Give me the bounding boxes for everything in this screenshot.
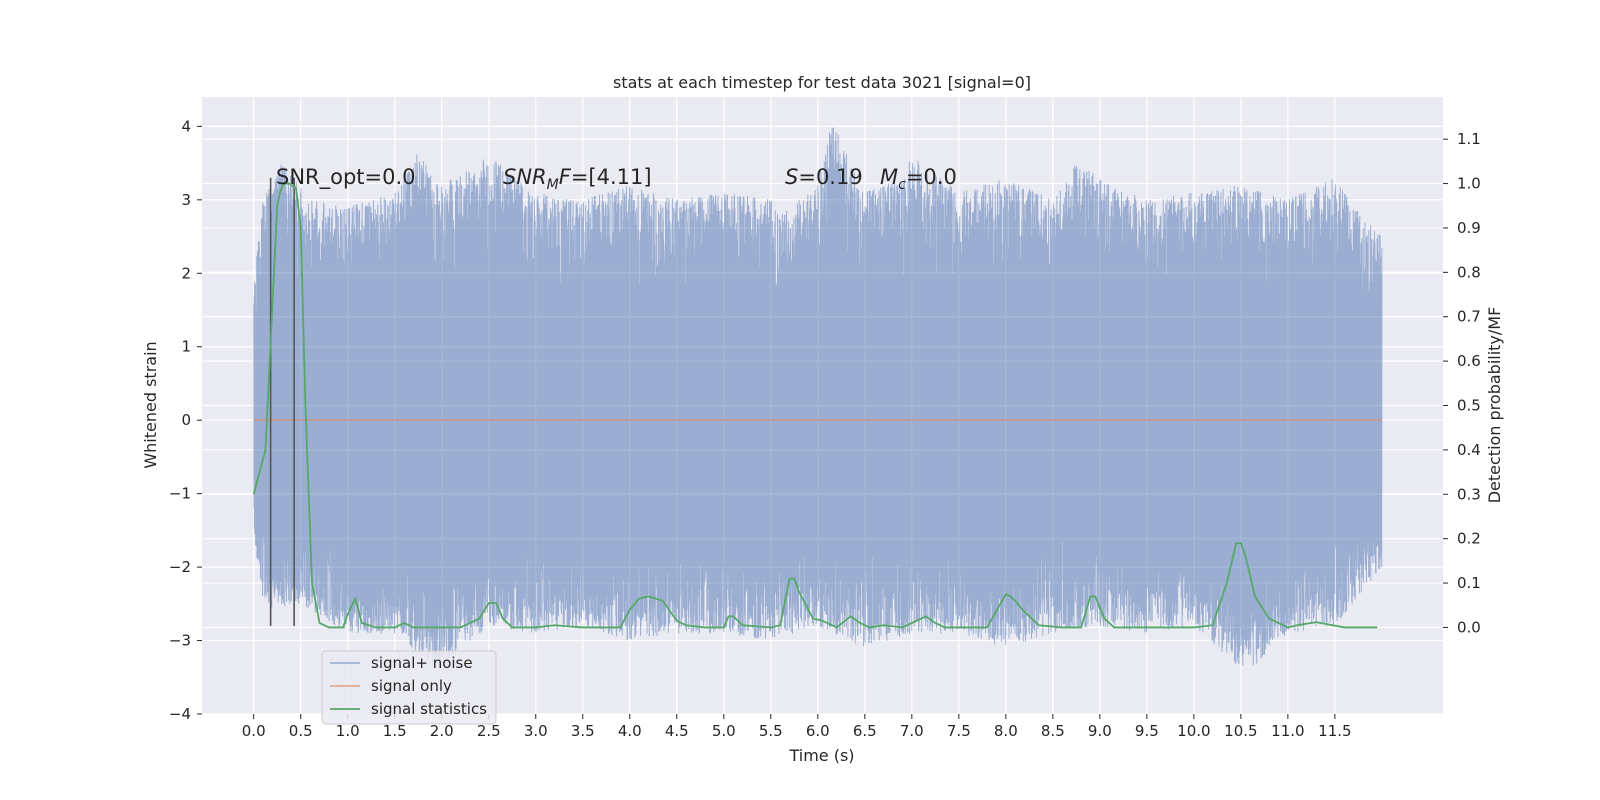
y-tick-label: 0 <box>181 411 191 429</box>
x-tick-label: 11.0 <box>1271 722 1304 740</box>
x-tick-label: 10.5 <box>1224 722 1257 740</box>
y2-tick-label: 0.2 <box>1457 530 1481 548</box>
x-tick-label: 9.5 <box>1135 722 1159 740</box>
mc-symbol: M <box>880 165 898 189</box>
snr-mf-symbol: SNR <box>503 165 547 189</box>
y-tick-label: −4 <box>169 705 191 723</box>
axes: 0.0 0.5 1.0 1.5 2.0 2.5 3.0 3.5 4.0 4.5 5.0 5.5 6.0 6… <box>169 117 1481 740</box>
mc-subscript: c <box>898 177 906 193</box>
y-tick-label: 1 <box>181 338 191 356</box>
y2-tick-label: 0.3 <box>1457 485 1481 503</box>
y-tick-label: 2 <box>181 264 191 282</box>
y-tick-label: −2 <box>169 558 191 576</box>
y2-tick-label: 0.0 <box>1457 618 1481 636</box>
x-tick-label: 7.5 <box>947 722 971 740</box>
x-tick-label: 4.0 <box>618 722 642 740</box>
y2-axis-label: Detection probability/MF <box>1485 307 1504 504</box>
y-tick-label: −1 <box>169 485 191 503</box>
noise-series-line <box>253 127 1383 668</box>
y2-tick-label: 0.4 <box>1457 441 1481 459</box>
legend-label-signal: signal only <box>371 677 452 695</box>
x-tick-label: 4.5 <box>665 722 689 740</box>
y-tick-label: 3 <box>181 191 191 209</box>
x-tick-label: 3.0 <box>524 722 548 740</box>
x-tick-label: 10.0 <box>1177 722 1210 740</box>
y2-tick-label: 1.1 <box>1457 130 1481 148</box>
s-annotation: S=0.19 <box>785 165 863 189</box>
x-tick-label: 1.5 <box>383 722 407 740</box>
x-tick-label: 8.5 <box>1041 722 1065 740</box>
x-tick-label: 6.0 <box>806 722 830 740</box>
y2-tick-label: 0.7 <box>1457 308 1481 326</box>
signal-statistics-line <box>252 182 1378 629</box>
y-tick-label: 4 <box>181 117 191 135</box>
y2-tick-label: 0.1 <box>1457 574 1481 592</box>
legend-box <box>321 650 497 725</box>
y-tick-label: −3 <box>169 632 191 650</box>
x-tick-label: 3.5 <box>571 722 595 740</box>
legend-label-noise: signal+ noise <box>371 654 473 672</box>
mc-annotation: Mc=0.0 <box>880 165 957 193</box>
x-axis-label: Time (s) <box>788 746 854 765</box>
y2-tick-label: 0.9 <box>1457 219 1481 237</box>
x-tick-label: 1.0 <box>336 722 360 740</box>
chart-title: stats at each timestep for test data 302… <box>613 73 1031 92</box>
snr-mf-subscript: M <box>547 177 559 193</box>
x-tick-label: 9.0 <box>1088 722 1112 740</box>
y2-tick-label: 0.8 <box>1457 263 1481 281</box>
snr-opt-annotation: SNR_opt=0.0 <box>276 165 416 190</box>
x-tick-label: 6.5 <box>853 722 877 740</box>
s-symbol: S <box>785 165 798 189</box>
s-value: =0.19 <box>798 165 862 189</box>
x-tick-label: 0.0 <box>242 722 266 740</box>
x-tick-label: 5.0 <box>712 722 736 740</box>
x-tick-label: 0.5 <box>289 722 313 740</box>
y-axis-label: Whitened strain <box>141 341 160 468</box>
x-tick-label: 2.5 <box>477 722 501 740</box>
legend: signal+ noise signal only signal statist… <box>321 650 497 725</box>
y2-tick-label: 0.5 <box>1457 397 1481 415</box>
x-tick-label: 8.0 <box>994 722 1018 740</box>
mc-value: =0.0 <box>906 165 957 189</box>
snr-mf-value: =[4.11] <box>571 165 652 189</box>
legend-label-stats: signal statistics <box>371 700 487 718</box>
x-tick-label: 7.0 <box>900 722 924 740</box>
snr-mf-tail: F <box>559 165 572 189</box>
x-tick-label: 5.5 <box>759 722 783 740</box>
x-tick-label: 11.5 <box>1318 722 1351 740</box>
series-layer <box>252 127 1383 668</box>
y2-tick-label: 0.6 <box>1457 352 1481 370</box>
snr-mf-annotation: SNRMF=[4.11] <box>503 165 652 193</box>
y2-tick-label: 1.0 <box>1457 175 1481 193</box>
x-tick-label: 2.0 <box>430 722 454 740</box>
